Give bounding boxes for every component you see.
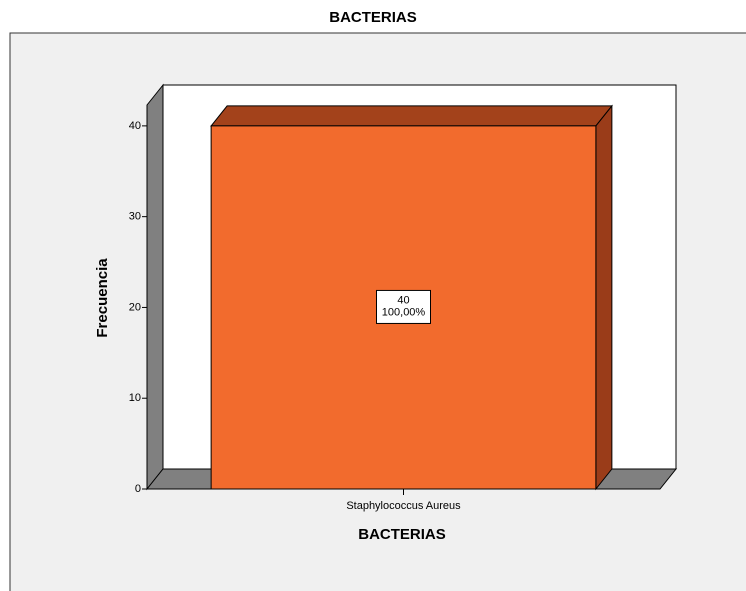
y-tick-label: 30: [129, 211, 141, 223]
y-tick-label: 40: [129, 120, 141, 132]
value-label-box: [376, 289, 431, 324]
y-tick-label: 10: [129, 392, 141, 404]
bar-top: [210, 105, 613, 127]
percentage-label: 100,00%: [382, 306, 426, 318]
left-wall: [146, 83, 164, 491]
x-tick-label: Staphylococcus Aureus: [346, 500, 461, 512]
bar-side: [595, 104, 613, 491]
chart-title: BACTERIAS: [329, 9, 417, 26]
y-tick-label: 0: [135, 483, 141, 495]
y-axis-title: Frecuencia: [94, 258, 111, 338]
y-tick-label: 20: [129, 301, 141, 313]
x-axis-title: BACTERIAS: [358, 526, 446, 543]
value-label: 40: [397, 294, 409, 306]
